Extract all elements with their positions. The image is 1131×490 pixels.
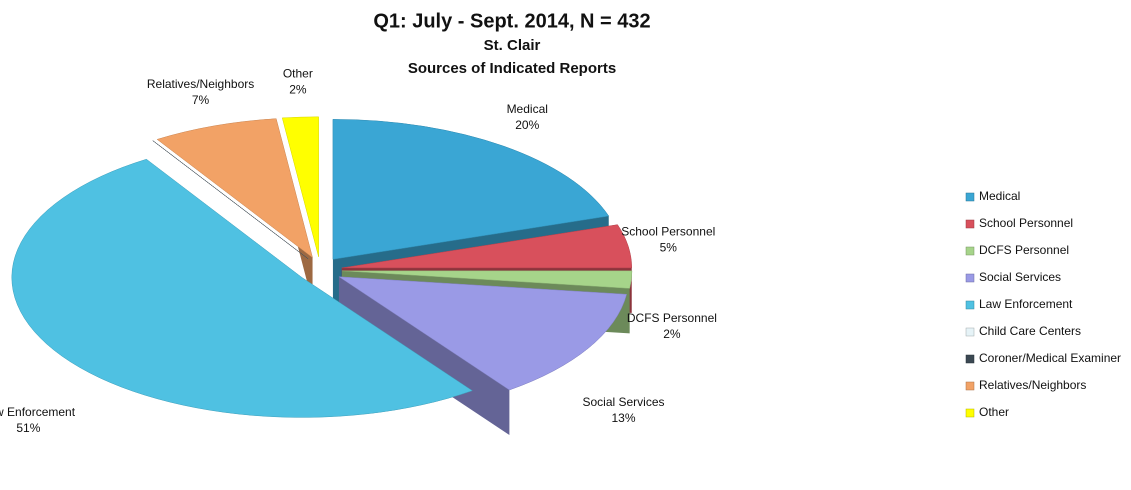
slice <box>332 119 610 260</box>
slice-value-label: 2% <box>289 82 307 96</box>
slice-label: School Personnel <box>621 225 715 239</box>
slice <box>341 224 632 269</box>
slice <box>341 270 633 289</box>
legend-label: Social Services <box>979 270 1061 284</box>
slice-value-label: 7% <box>192 93 210 107</box>
slice <box>338 276 627 391</box>
slice-value-label: 51% <box>16 421 40 435</box>
slice-value-label: 2% <box>663 327 681 341</box>
legend-label: Relatives/Neighbors <box>979 378 1086 392</box>
legend-swatch <box>965 300 975 310</box>
legend-label: Medical <box>979 189 1020 203</box>
slice-label: DCFS Personnel <box>627 311 717 325</box>
chart-title: Q1: July - Sept. 2014, N = 432 <box>373 10 650 32</box>
slice-label: Other <box>283 66 313 80</box>
legend-swatch <box>965 219 975 229</box>
chart-subtitle: Sources of Indicated Reports <box>408 60 616 77</box>
slice-label: Law Enforcement <box>0 405 76 419</box>
legend-swatch <box>965 327 975 337</box>
slice <box>281 116 319 257</box>
slice-label: Social Services <box>582 395 664 409</box>
legend-label: Coroner/Medical Examiner <box>979 351 1121 365</box>
slice-value-label: 5% <box>660 241 678 255</box>
legend-label: Law Enforcement <box>979 297 1073 311</box>
slice-label: Relatives/Neighbors <box>147 77 254 91</box>
slice-value-label: 20% <box>515 118 539 132</box>
slice <box>156 118 313 259</box>
legend-label: School Personnel <box>979 216 1073 230</box>
legend-swatch <box>965 246 975 256</box>
slice <box>152 140 309 260</box>
legend-swatch <box>965 354 975 364</box>
legend-swatch <box>965 408 975 418</box>
legend-label: DCFS Personnel <box>979 243 1069 257</box>
slice <box>11 158 473 418</box>
legend-swatch <box>965 381 975 391</box>
legend-swatch <box>965 273 975 283</box>
legend-swatch <box>965 192 975 202</box>
slice-value-label: 13% <box>611 411 635 425</box>
legend-label: Other <box>979 405 1009 419</box>
slice-label: Medical <box>507 102 548 116</box>
legend-label: Child Care Centers <box>979 324 1081 338</box>
chart-subtitle: St. Clair <box>484 37 541 54</box>
